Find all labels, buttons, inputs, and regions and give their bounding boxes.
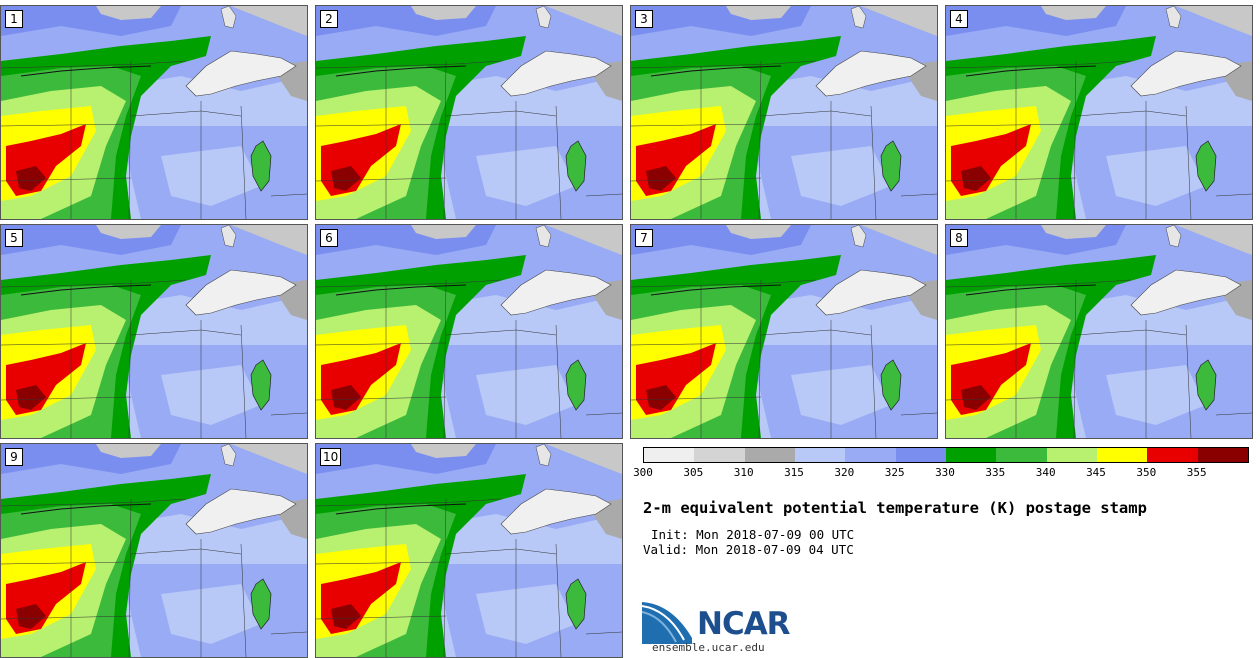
member-number: 4 bbox=[950, 10, 968, 28]
member-number: 7 bbox=[635, 229, 653, 247]
theta-e-map bbox=[316, 444, 622, 657]
legend-swatch bbox=[1147, 448, 1198, 462]
color-legend bbox=[643, 447, 1249, 463]
member-number: 3 bbox=[635, 10, 653, 28]
member-panel: 8 bbox=[945, 224, 1253, 439]
ncar-logo-text: NCAR bbox=[697, 606, 791, 642]
theta-e-map bbox=[946, 6, 1252, 219]
theta-e-map bbox=[316, 225, 622, 438]
legend-tick: 330 bbox=[935, 466, 955, 479]
member-panel: 10 bbox=[315, 443, 623, 658]
legend-swatch bbox=[1096, 448, 1148, 462]
legend-swatch bbox=[1046, 448, 1097, 462]
theta-e-map bbox=[316, 6, 622, 219]
plot-title: 2-m equivalent potential temperature (K)… bbox=[643, 499, 1147, 517]
legend-swatch bbox=[996, 448, 1047, 462]
member-number: 2 bbox=[320, 10, 338, 28]
legend-tick: 350 bbox=[1136, 466, 1157, 479]
ncar-logo-icon bbox=[642, 602, 692, 644]
legend-swatch bbox=[845, 448, 896, 462]
member-panel: 2 bbox=[315, 5, 623, 220]
legend-tick: 305 bbox=[683, 466, 704, 479]
theta-e-map bbox=[1, 6, 307, 219]
legend-swatch bbox=[1197, 448, 1248, 462]
legend-swatch bbox=[895, 448, 946, 462]
legend-tick: 345 bbox=[1086, 466, 1106, 479]
legend-swatch bbox=[794, 448, 846, 462]
member-number: 10 bbox=[320, 448, 342, 466]
valid-time: Valid: Mon 2018-07-09 04 UTC bbox=[643, 542, 854, 557]
site-url: ensemble.ucar.edu bbox=[652, 641, 765, 654]
member-number: 5 bbox=[5, 229, 23, 247]
theta-e-map bbox=[631, 6, 937, 219]
legend-tick: 310 bbox=[733, 466, 754, 479]
legend-tick: 300 bbox=[633, 466, 653, 479]
member-panel: 9 bbox=[0, 443, 308, 658]
init-time: Init: Mon 2018-07-09 00 UTC bbox=[651, 527, 855, 542]
legend-tick: 335 bbox=[985, 466, 1006, 479]
member-panel: 6 bbox=[315, 224, 623, 439]
legend-tick: 315 bbox=[784, 466, 804, 479]
theta-e-map bbox=[631, 225, 937, 438]
legend-tick-labels: 300 305 310 315 320 325 330 335 340 345 350 355 bbox=[633, 466, 1249, 480]
member-panel: 3 bbox=[630, 5, 938, 220]
legend-tick: 325 bbox=[884, 466, 905, 479]
legend-swatch bbox=[694, 448, 745, 462]
legend-swatch bbox=[644, 448, 695, 462]
member-number: 9 bbox=[5, 448, 23, 466]
legend-swatch bbox=[945, 448, 997, 462]
legend-swatch bbox=[744, 448, 795, 462]
legend-tick: 355 bbox=[1186, 466, 1207, 479]
member-panel: 1 bbox=[0, 5, 308, 220]
member-panel: 5 bbox=[0, 224, 308, 439]
member-panel: 7 bbox=[630, 224, 938, 439]
member-number: 6 bbox=[320, 229, 338, 247]
member-number: 8 bbox=[950, 229, 968, 247]
theta-e-map bbox=[946, 225, 1252, 438]
legend-tick: 320 bbox=[834, 466, 855, 479]
legend-tick: 340 bbox=[1035, 466, 1056, 479]
member-number: 1 bbox=[5, 10, 23, 28]
theta-e-map bbox=[1, 444, 307, 657]
theta-e-map bbox=[1, 225, 307, 438]
member-panel: 4 bbox=[945, 5, 1253, 220]
